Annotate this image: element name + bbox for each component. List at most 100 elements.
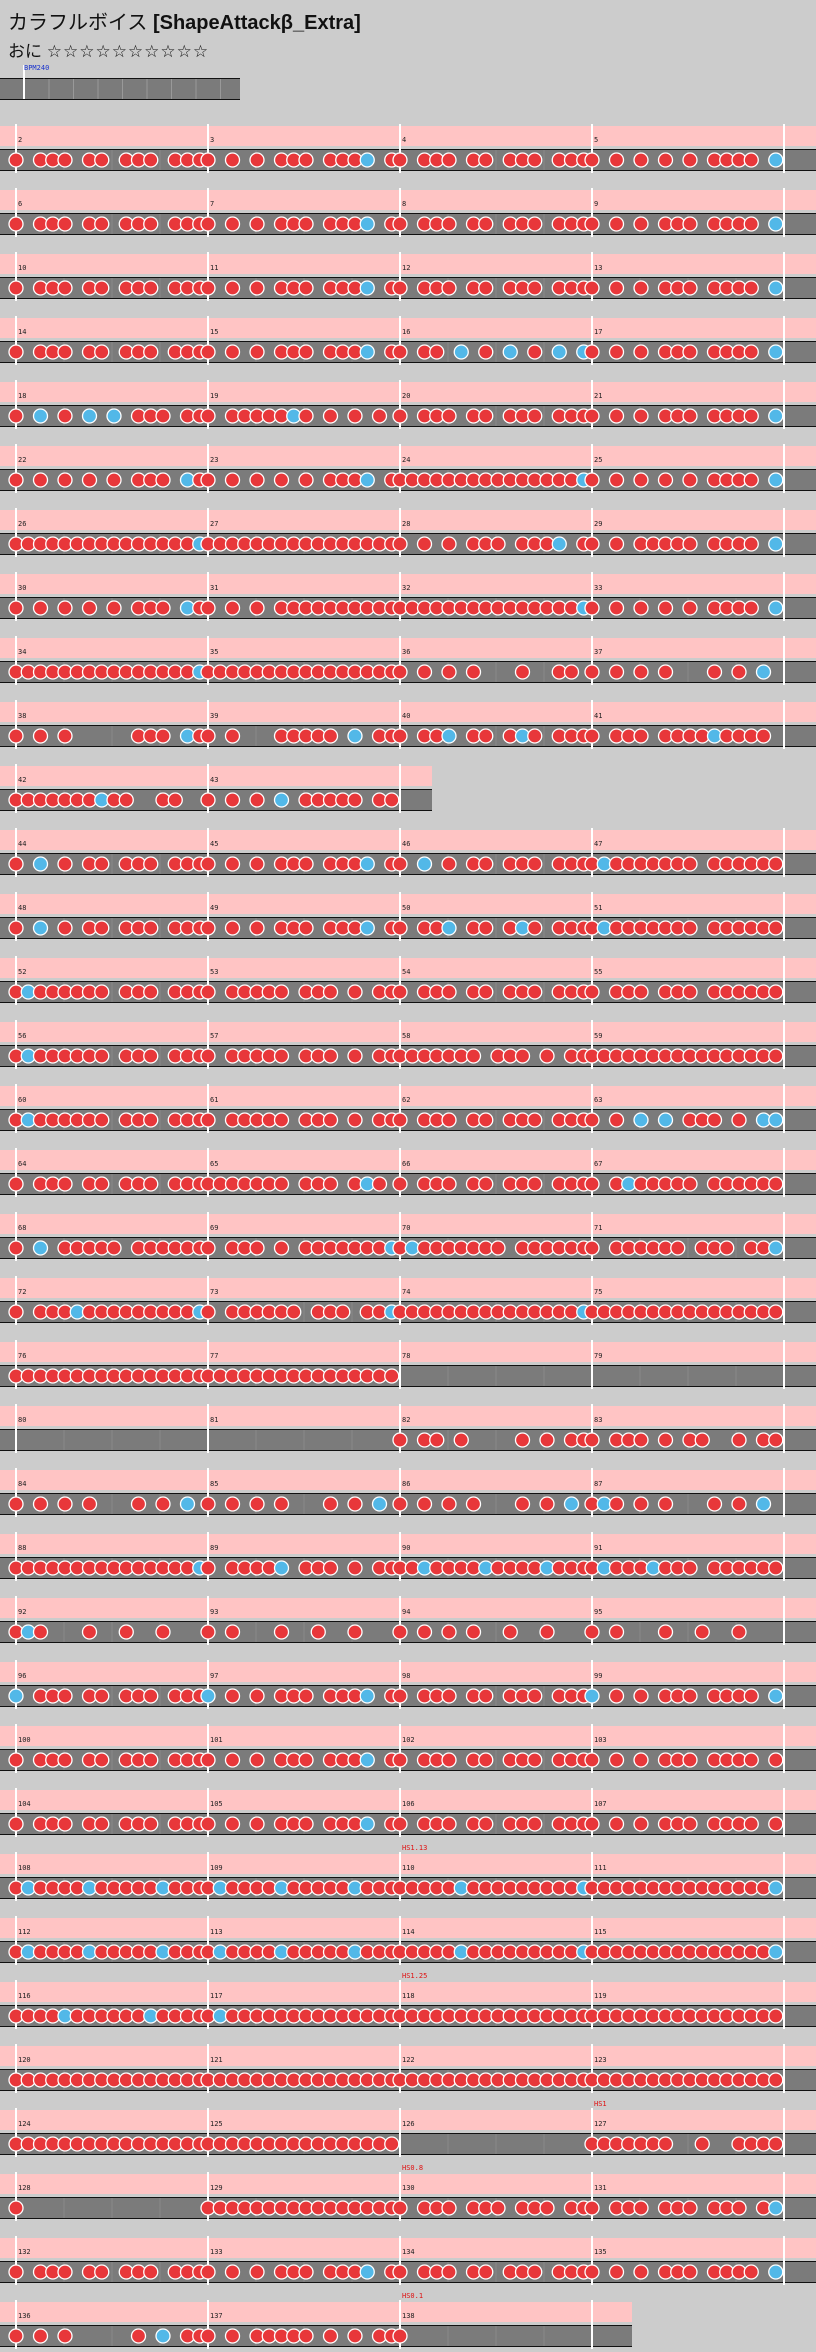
don-note (94, 1752, 110, 1768)
measure-number: 122 (402, 2056, 415, 2064)
don-note (298, 1816, 314, 1832)
don-note (719, 1240, 735, 1256)
measure: 92 (8, 1596, 171, 1645)
measure: 61 (200, 1084, 400, 1133)
don-note (392, 1624, 408, 1640)
don-note (527, 2264, 543, 2280)
don-note (322, 408, 339, 424)
don-note (682, 1752, 698, 1768)
measure-number: 54 (402, 968, 410, 976)
measure-number: 31 (210, 584, 218, 592)
don-note (584, 600, 600, 616)
don-note (633, 984, 649, 1000)
don-note (347, 1048, 363, 1064)
don-note (478, 1176, 494, 1192)
don-note (8, 1240, 24, 1256)
don-note (478, 1816, 494, 1832)
measure-number: 111 (594, 1864, 607, 1872)
don-note (633, 728, 649, 744)
measure-number: 118 (402, 1992, 415, 2000)
gogo-band (0, 958, 816, 978)
measure-number: 36 (402, 648, 410, 656)
measure-number: 26 (18, 520, 26, 528)
measure-number: 42 (18, 776, 26, 784)
measure: 20 (392, 380, 592, 429)
don-note (200, 344, 216, 360)
ka-note (359, 2264, 375, 2280)
don-note (608, 600, 625, 616)
don-note (608, 1624, 625, 1640)
don-note (731, 2200, 747, 2216)
gogo-band (0, 2238, 816, 2258)
chart-row: 132 133 134 135 (0, 2236, 816, 2285)
measure: 84 (8, 1468, 196, 1517)
measure: 86 (392, 1468, 580, 1517)
measure-number: 112 (18, 1928, 31, 1936)
don-note (706, 1496, 723, 1512)
don-note (94, 856, 110, 872)
gogo-band (0, 766, 432, 786)
don-note (768, 1432, 784, 1448)
measure: 48 (8, 892, 208, 941)
don-note (657, 664, 674, 680)
don-note (8, 2328, 24, 2344)
don-note (94, 920, 110, 936)
don-note (32, 472, 49, 488)
ka-note (359, 216, 375, 232)
don-note (8, 152, 24, 168)
don-note (682, 1688, 698, 1704)
ka-note (106, 408, 122, 424)
don-note (608, 408, 625, 424)
ka-note (563, 1496, 580, 1512)
don-note (478, 984, 494, 1000)
measure: 81 (207, 1404, 353, 1453)
don-note (392, 920, 408, 936)
don-note (608, 2264, 625, 2280)
measure-number: 77 (210, 1352, 218, 1360)
don-note (527, 408, 543, 424)
don-note (155, 1496, 171, 1512)
measure: 89 (200, 1532, 400, 1581)
don-note (441, 1816, 457, 1832)
measure-number: 105 (210, 1800, 223, 1808)
don-note (441, 280, 457, 296)
don-note (384, 1368, 400, 1384)
don-note (657, 152, 674, 168)
don-note (298, 472, 314, 488)
don-note (249, 1688, 265, 1704)
don-note (441, 1176, 457, 1192)
measure-number: 59 (594, 1032, 602, 1040)
measure: 36 (392, 636, 580, 685)
ka-note (81, 408, 98, 424)
don-note (57, 152, 73, 168)
measure-number: 76 (18, 1352, 26, 1360)
don-note (539, 1624, 555, 1640)
chart-row: 48 49 50 51 (0, 892, 816, 941)
measure-number: 20 (402, 392, 410, 400)
measure-number: 108 (18, 1864, 31, 1872)
chart-row: 108 109 110 HS1.13 111 (0, 1844, 816, 1901)
difficulty-line: おに ☆☆☆☆☆☆☆☆☆☆ (8, 37, 209, 62)
measure-number: 50 (402, 904, 410, 912)
measure-number: 120 (18, 2056, 31, 2064)
measure-number: 25 (594, 456, 602, 464)
don-note (682, 856, 698, 872)
measure-number: 109 (210, 1864, 223, 1872)
don-note (514, 1432, 531, 1448)
don-note (694, 1432, 710, 1448)
don-note (94, 152, 110, 168)
measure-number: 131 (594, 2184, 607, 2192)
ka-note (32, 856, 49, 872)
measure-number: 91 (594, 1544, 602, 1552)
don-note (347, 1112, 363, 1128)
don-note (392, 1688, 408, 1704)
don-note (249, 1496, 265, 1512)
ka-note (768, 1880, 784, 1896)
don-note (155, 1624, 171, 1640)
measure-number: 43 (210, 776, 218, 784)
don-note (584, 664, 600, 680)
don-note (478, 1112, 494, 1128)
ka-note (359, 920, 375, 936)
measure-number: 53 (210, 968, 218, 976)
don-note (143, 216, 159, 232)
